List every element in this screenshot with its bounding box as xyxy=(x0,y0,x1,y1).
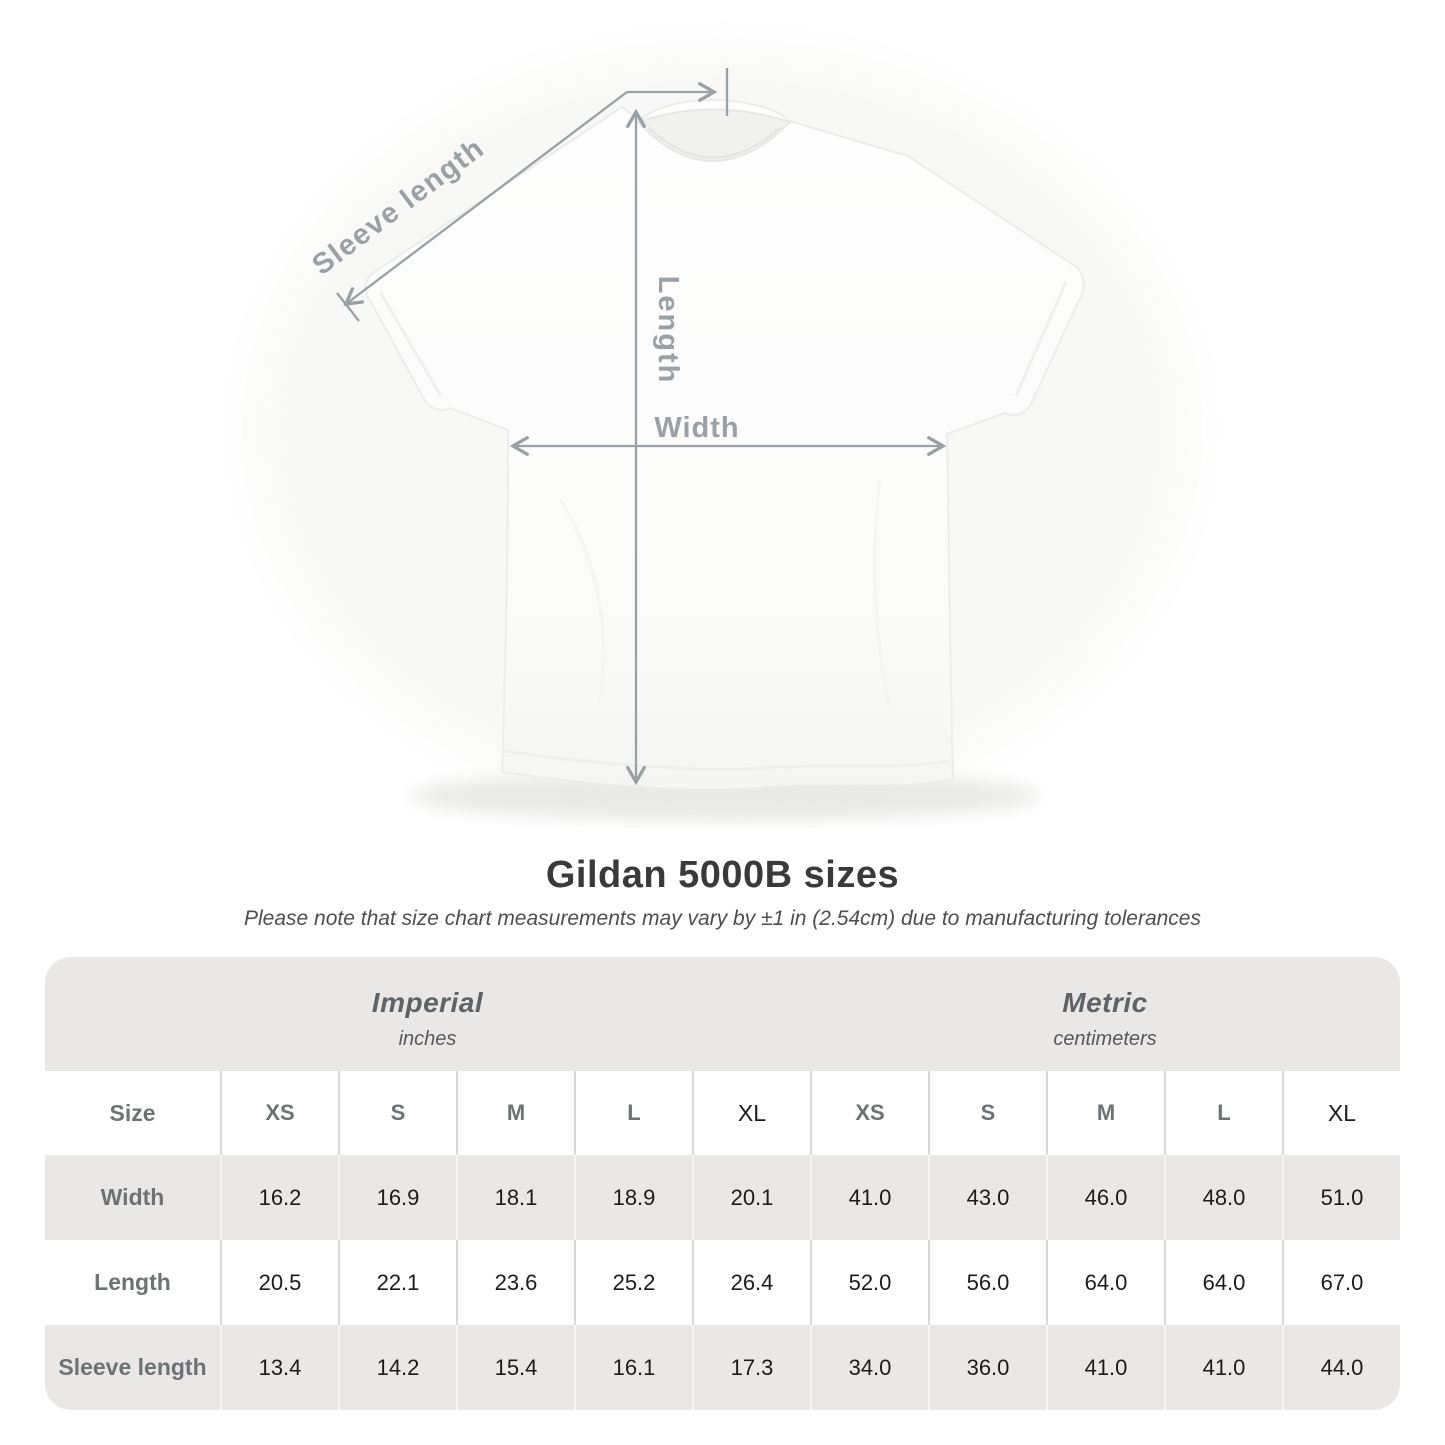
size-column-header: L xyxy=(1164,1071,1282,1155)
size-value-cell: 43.0 xyxy=(928,1155,1046,1240)
size-value-cell: 41.0 xyxy=(1046,1325,1164,1410)
size-value-cell: 46.0 xyxy=(1046,1155,1164,1240)
size-value-cell: 16.2 xyxy=(220,1155,338,1240)
size-column-header: M xyxy=(1046,1071,1164,1155)
size-value-cell: 41.0 xyxy=(1164,1325,1282,1410)
size-value-cell: 26.4 xyxy=(692,1240,810,1325)
table-row-length: Length 20.5 22.1 23.6 25.2 26.4 52.0 56.… xyxy=(45,1240,1400,1325)
shirt-measurement-diagram: Sleeve length Length Width xyxy=(252,50,1192,820)
size-value-cell: 18.1 xyxy=(456,1155,574,1240)
size-value-cell: 51.0 xyxy=(1282,1155,1400,1240)
size-value-cell: 52.0 xyxy=(810,1240,928,1325)
metric-label: Metric xyxy=(1062,987,1148,1018)
size-value-cell: 44.0 xyxy=(1282,1325,1400,1410)
size-value-cell: 48.0 xyxy=(1164,1155,1282,1240)
row-label: Sleeve length xyxy=(58,1354,207,1380)
size-value-cell: 15.4 xyxy=(456,1325,574,1410)
metric-unit: centimeters xyxy=(1053,1028,1157,1050)
size-column-header: S xyxy=(338,1071,456,1155)
size-value-cell: 56.0 xyxy=(928,1240,1046,1325)
table-row-sleeve-length: Sleeve length 13.4 14.2 15.4 16.1 17.3 3… xyxy=(45,1325,1400,1410)
row-label: Width xyxy=(100,1184,165,1210)
size-value-cell: 20.1 xyxy=(692,1155,810,1240)
size-value-cell: 36.0 xyxy=(928,1325,1046,1410)
size-value-cell: 16.1 xyxy=(574,1325,692,1410)
size-header-label: Size xyxy=(109,1099,156,1126)
page-subtitle: Please note that size chart measurements… xyxy=(244,907,1201,930)
size-table: Imperial inches Metric centimeters Size … xyxy=(45,957,1400,1410)
size-column-header: M xyxy=(456,1071,574,1155)
size-value-cell: 22.1 xyxy=(338,1240,456,1325)
size-value-cell: 25.2 xyxy=(574,1240,692,1325)
size-value-cell: 16.9 xyxy=(338,1155,456,1240)
row-label: Length xyxy=(94,1269,171,1295)
size-value-cell: 13.4 xyxy=(220,1325,338,1410)
size-value-cell: 20.5 xyxy=(220,1240,338,1325)
size-column-header: XL xyxy=(692,1071,810,1155)
size-value-cell: 34.0 xyxy=(810,1325,928,1410)
sleeve-length-arrow xyxy=(336,68,729,322)
imperial-label: Imperial xyxy=(371,987,484,1018)
size-value-cell: 64.0 xyxy=(1164,1240,1282,1325)
size-value-cell: 41.0 xyxy=(810,1155,928,1240)
table-row-width: Width 16.2 16.9 18.1 18.9 20.1 41.0 43.0… xyxy=(45,1155,1400,1240)
length-label: Length xyxy=(652,276,684,385)
metric-group-header: Metric centimeters xyxy=(810,957,1400,1071)
size-value-cell: 67.0 xyxy=(1282,1240,1400,1325)
width-label: Width xyxy=(654,412,739,444)
size-column-header: L xyxy=(574,1071,692,1155)
shirt-diagram-svg: Sleeve length Length Width xyxy=(252,50,1192,820)
unit-group-header: Imperial inches Metric centimeters xyxy=(45,957,1400,1071)
size-column-header: S xyxy=(928,1071,1046,1155)
size-header-row: Size XS S M L XL XS S M L XL xyxy=(45,1071,1400,1155)
size-value-cell: 17.3 xyxy=(692,1325,810,1410)
size-value-cell: 23.6 xyxy=(456,1240,574,1325)
size-column-header: XL xyxy=(1282,1071,1400,1155)
size-value-cell: 64.0 xyxy=(1046,1240,1164,1325)
size-column-header: XS xyxy=(220,1071,338,1155)
title-block: Gildan 5000B sizes Please note that size… xyxy=(0,828,1445,931)
size-value-cell: 14.2 xyxy=(338,1325,456,1410)
size-value-cell: 18.9 xyxy=(574,1155,692,1240)
page-title: Gildan 5000B sizes xyxy=(545,854,900,896)
size-column-header: XS xyxy=(810,1071,928,1155)
imperial-group-header: Imperial inches xyxy=(45,957,810,1071)
imperial-unit: inches xyxy=(398,1028,457,1050)
